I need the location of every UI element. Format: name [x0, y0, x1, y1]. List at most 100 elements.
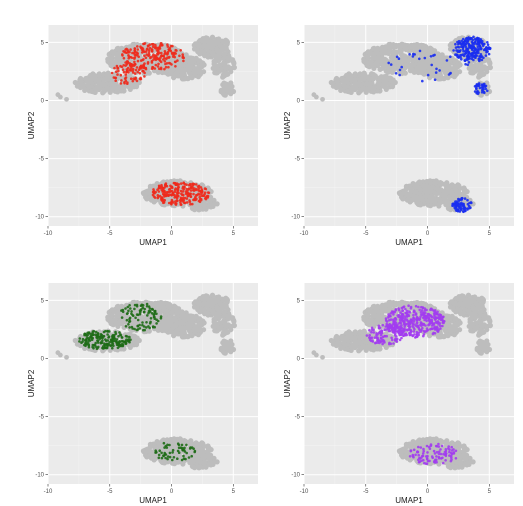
highlighted-cell-point [127, 309, 130, 313]
highlighted-cell-point [126, 61, 129, 64]
highlighted-cell-point [173, 193, 176, 197]
highlighted-cell-point [461, 47, 465, 51]
highlighted-cell-point [171, 52, 174, 56]
background-cell-point [388, 43, 394, 49]
highlighted-cell-point [149, 56, 152, 59]
background-cell-point [348, 89, 354, 95]
background-cell-point [424, 193, 430, 199]
highlighted-cell-point [183, 196, 187, 200]
highlighted-cell-point [160, 51, 163, 55]
x-tick-label: -5 [107, 489, 113, 495]
background-cell-point [149, 454, 155, 461]
background-cell-point [167, 322, 173, 328]
background-cell-point [159, 300, 165, 306]
background-cell-point [198, 49, 204, 56]
background-cell-point [213, 65, 219, 71]
highlighted-cell-point [465, 37, 468, 40]
highlighted-cell-point [456, 40, 459, 44]
highlighted-cell-point [466, 208, 469, 211]
background-cell-point [428, 198, 434, 204]
background-cell-point [149, 196, 155, 203]
background-cell-point [204, 303, 210, 309]
background-cell-point [176, 459, 182, 465]
highlighted-cell-point [143, 42, 147, 45]
background-cell-point [357, 81, 363, 87]
background-cell-point [468, 70, 474, 76]
background-cell-point [360, 74, 366, 80]
highlighted-cell-point [473, 90, 477, 93]
highlighted-cell-point [145, 305, 149, 308]
background-cell-point [224, 81, 230, 87]
highlighted-cell-point [142, 66, 146, 70]
highlighted-cell-point [157, 190, 161, 193]
highlighted-cell-point [156, 65, 160, 68]
highlighted-cell-point [198, 195, 201, 199]
highlighted-cell-point [467, 55, 471, 59]
background-cell-point [226, 346, 232, 353]
highlighted-cell-point [473, 37, 477, 41]
highlighted-cell-point [191, 186, 194, 190]
background-cell-point [111, 84, 117, 90]
highlighted-cell-point [487, 52, 491, 56]
highlighted-cell-point [131, 67, 135, 71]
background-cell-point [178, 319, 184, 325]
highlighted-cell-point [125, 318, 129, 322]
background-cell-point [418, 42, 424, 48]
background-cell-point [206, 446, 212, 452]
highlighted-cell-point [181, 53, 184, 56]
x-tick-label: -10 [44, 489, 53, 495]
background-cell-point [204, 45, 210, 51]
highlighted-cell-point [171, 190, 174, 193]
background-cell-point [188, 64, 194, 70]
highlighted-cell-point [456, 208, 460, 212]
highlighted-cell-point [78, 337, 82, 340]
highlighted-cell-point [204, 196, 208, 199]
background-cell-point [168, 71, 174, 77]
highlighted-cell-point [466, 47, 470, 51]
highlighted-cell-point [198, 193, 201, 196]
highlighted-cell-point [463, 59, 467, 62]
background-cell-point [407, 68, 413, 74]
background-cell-point [92, 89, 98, 95]
highlighted-cell-point [145, 50, 148, 53]
background-cell-point [85, 83, 92, 89]
highlighted-cell-point [141, 47, 145, 51]
highlighted-cell-point [434, 71, 438, 74]
background-cell-point [55, 350, 61, 356]
background-cell-point [178, 61, 184, 67]
highlighted-cell-point [157, 57, 161, 61]
background-cell-point [185, 334, 191, 340]
highlighted-cell-point [207, 191, 211, 195]
highlighted-cell-point [466, 41, 469, 45]
background-cell-point [163, 326, 169, 332]
background-cell-point [116, 313, 122, 319]
highlighted-cell-point [433, 78, 437, 81]
background-cell-point [217, 320, 223, 326]
background-cell-point [397, 47, 403, 53]
background-cell-point [427, 203, 434, 209]
background-cell-point [64, 354, 69, 360]
background-cell-point [453, 188, 460, 194]
background-cell-point [452, 69, 458, 75]
background-cell-point [92, 76, 98, 82]
background-cell-point [221, 51, 227, 57]
scatter-points [55, 34, 237, 213]
background-cell-point [116, 55, 122, 61]
highlighted-cell-point [120, 65, 124, 69]
highlighted-cell-point [158, 194, 162, 198]
y-tick-label: 5 [41, 298, 45, 304]
highlighted-cell-point [479, 53, 483, 56]
highlighted-cell-point [173, 55, 176, 59]
background-cell-point [423, 64, 429, 70]
highlighted-cell-point [478, 45, 482, 48]
background-cell-point [341, 83, 348, 89]
background-cell-point [64, 96, 69, 102]
background-cell-point [101, 77, 107, 83]
background-cell-point [395, 59, 401, 65]
background-cell-point [437, 57, 443, 64]
highlighted-cell-point [185, 451, 188, 455]
background-cell-point [115, 89, 121, 95]
highlighted-cell-point [183, 185, 186, 189]
highlighted-cell-point [132, 63, 135, 67]
background-cell-point [419, 68, 425, 74]
